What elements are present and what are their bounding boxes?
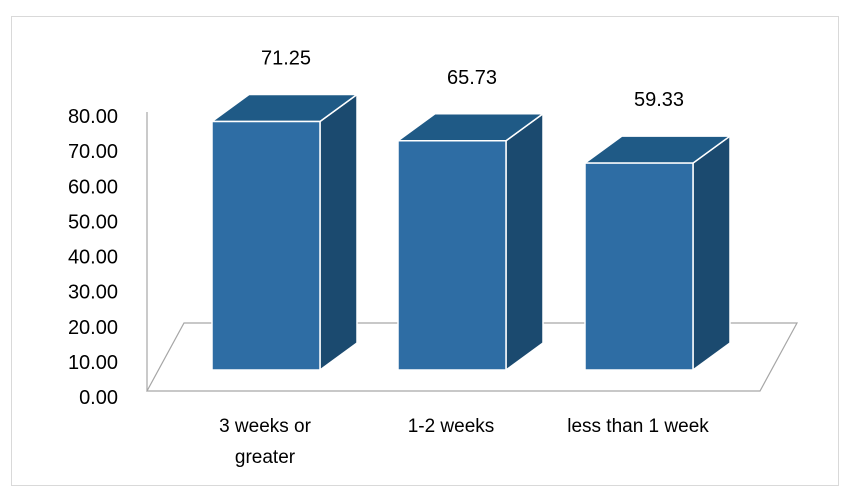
bar [395,112,546,372]
y-tick-label: 0.00 [79,387,118,409]
bar-side-face [692,134,731,372]
data-labels: 71.25 65.73 59.33 [261,48,684,112]
x-tick-label: less than 1 week [567,416,709,437]
y-tick-label: 10.00 [68,352,118,374]
bar-front-face [211,120,321,371]
y-tick-label: 40.00 [68,247,118,269]
y-tick-label: 30.00 [68,282,118,304]
y-tick-label: 80.00 [68,106,118,128]
data-label: 59.33 [634,89,684,111]
x-tick-label: 1-2 weeks [408,416,495,437]
bar-side-face [319,93,358,372]
category-axis: 3 weeks or greater 1-2 weeks less than 1 we… [219,416,709,468]
y-tick-label: 50.00 [68,211,118,233]
bar [209,93,360,372]
bar-front-face [584,162,694,371]
y-tick-label: 70.00 [68,141,118,163]
bar-side-face [505,112,544,372]
x-tick-label: 3 weeks or greater [219,416,312,468]
bar-front-face [397,140,507,371]
data-label: 65.73 [447,67,497,89]
y-tick-label: 20.00 [68,317,118,339]
data-label: 71.25 [261,48,311,70]
bar [582,134,733,372]
bars [209,93,733,372]
y-tick-label: 60.00 [68,176,118,198]
value-axis: 0.00 10.00 20.00 30.00 40.00 50.00 60.00 70.00 8… [68,106,148,409]
